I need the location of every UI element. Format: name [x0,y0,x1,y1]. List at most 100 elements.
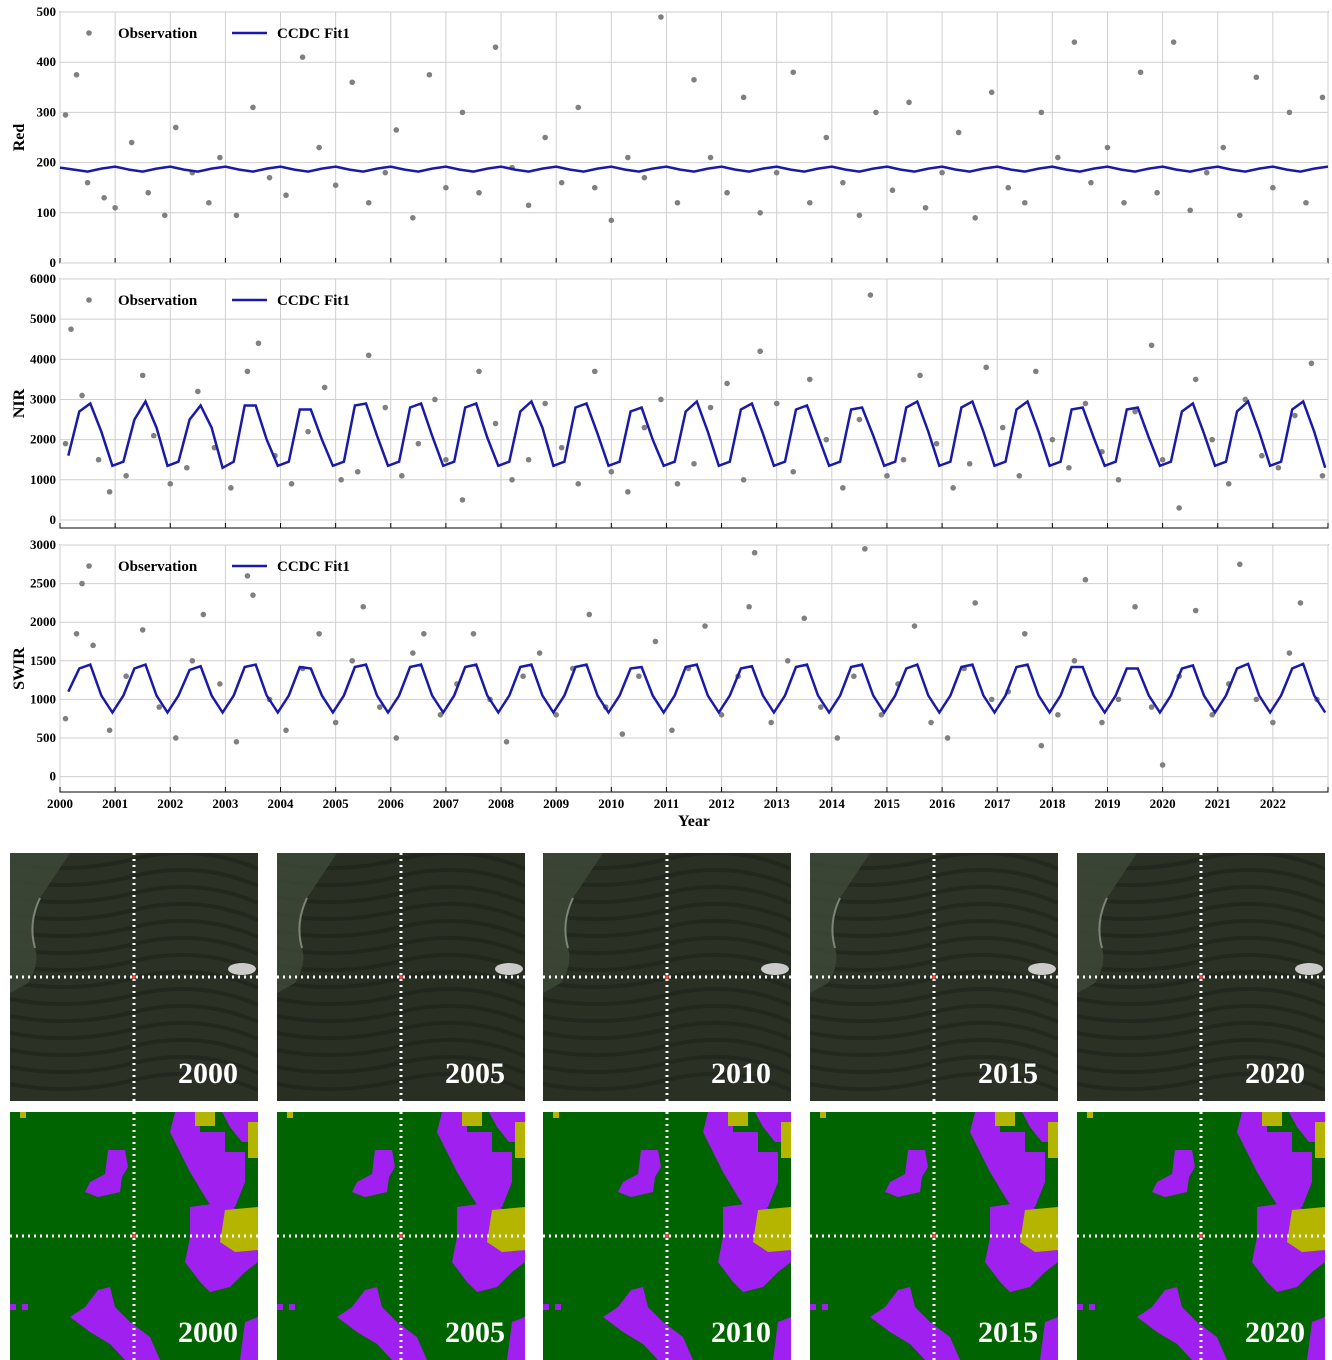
observation-point [1055,154,1061,161]
terrain-ridge [10,935,258,956]
terrain-ridge [810,935,1058,956]
satellite-image [810,853,1058,1101]
observation-point [1253,74,1260,81]
class-patch [1077,1304,1083,1310]
year-label: 2005 [445,1316,505,1349]
observation-point [542,400,548,407]
observation-point [944,735,951,741]
legend: Observation CCDC Fit1 [86,26,350,42]
observation-point [1236,561,1243,568]
observation-point [702,623,708,629]
observation-point [542,134,548,141]
class-patch [352,1150,395,1197]
terrain-ridge [10,918,258,939]
terrain-ridge [277,901,525,922]
observation-point [382,169,389,176]
year-label: 2010 [711,1057,771,1090]
observation-point [1203,169,1210,176]
terrain-ridge [277,884,525,905]
rgb-image-tile: 2000 [10,853,258,1101]
observation-point [503,739,510,745]
y-tick-label: 6000 [30,271,56,286]
observation-point [856,416,863,423]
observation-point [283,192,289,199]
observation-point [641,424,648,431]
observation-point [217,681,223,687]
y-tick-label: 200 [37,155,57,170]
class-patch [553,1112,559,1118]
terrain-ridge [810,1003,1058,1024]
observation-point [393,127,400,133]
observation-point [658,14,664,20]
terrain-ridge [10,1003,258,1024]
legend-observation-marker [86,30,92,36]
class-patch [603,1287,693,1360]
target-pixel-marker [665,1234,669,1238]
class-patch [1040,1317,1058,1360]
observation-point [255,340,262,347]
observation-point [1319,472,1326,479]
observation-point [867,292,874,298]
target-pixel-marker [132,1234,136,1238]
observation-point [1192,376,1199,383]
coastline [543,853,603,993]
classification-tile: 2000 [10,1112,258,1360]
coastline [277,853,337,993]
observation-point [1303,199,1309,206]
observation-point [840,179,846,186]
rgb-image-tile: 2015 [810,853,1058,1101]
observation-point [1209,436,1216,443]
terrain-ridge [1077,1003,1325,1024]
observation-point [90,642,96,649]
terrain-ridge [10,1020,258,1041]
year-label: 2000 [178,1316,238,1349]
observation-point [641,174,648,181]
target-pixel-marker [932,1234,936,1238]
observation-point [1088,179,1094,186]
observation-point [321,384,328,391]
coastline [1077,853,1137,993]
observation-point [62,715,69,722]
observation-point [200,611,207,618]
class-patch [1089,1304,1095,1310]
observation-point [806,376,813,383]
terrain-ridge [10,986,258,1007]
observation-point [801,615,808,622]
shoreline [564,897,574,949]
observation-point [889,187,896,194]
shoreline [298,897,308,949]
class-patch [885,1150,928,1197]
y-tick-label: 100 [37,205,57,220]
observation-point [1038,109,1045,116]
x-tick-label: 2019 [1094,796,1121,811]
observation-point [95,456,102,463]
observation-point [1115,477,1122,483]
observation-point [1021,630,1028,637]
x-tick-label: 2021 [1205,796,1231,811]
observation-point [1148,342,1155,349]
observation-point [773,400,780,407]
observation-point [139,627,146,633]
observation-point [1319,94,1326,101]
observation-point [217,154,223,161]
legend-fit-label: CCDC Fit1 [277,559,350,575]
terrain-ridge [1077,1037,1325,1058]
observation-point [305,428,311,435]
observation-point [206,199,212,206]
legend-observation-label: Observation [118,559,198,575]
terrain-ridge [810,918,1058,939]
observation-point [873,109,879,116]
class-patch [507,1317,525,1360]
x-tick-label: 2015 [874,796,901,811]
observation-point [790,468,797,475]
observation-point [139,372,146,379]
observation-point [123,472,129,479]
observation-point [591,368,598,375]
observation-point [691,76,697,83]
observation-point [840,485,846,491]
observation-point [1209,712,1216,718]
observation-point [156,704,163,710]
terrain-ridge [543,935,791,956]
observation-point [972,215,978,221]
observation-point [228,485,234,491]
